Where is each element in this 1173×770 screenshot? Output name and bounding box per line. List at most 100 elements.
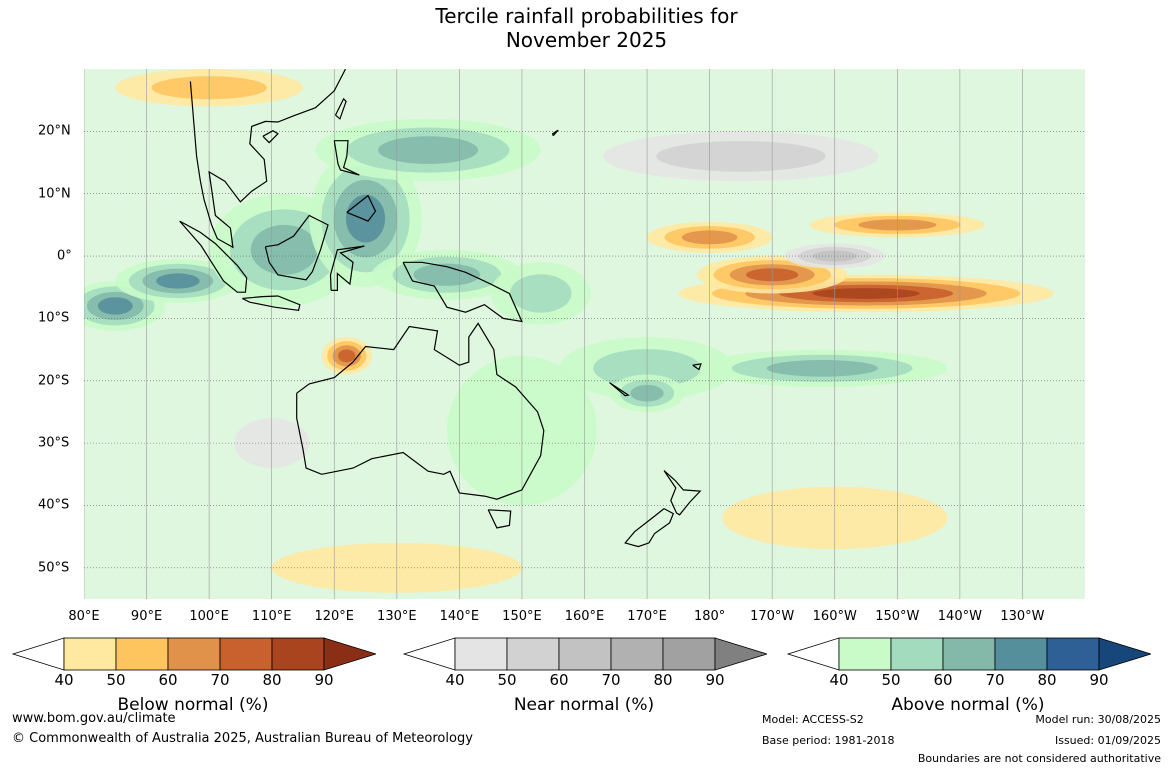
colorbar-tick-label: 70 (210, 671, 230, 689)
longitude-label: 120°E (314, 609, 355, 624)
colorbar-high-extend (1098, 637, 1151, 671)
below-normal-colorbar (12, 637, 376, 671)
above-normal-region (345, 194, 386, 243)
title-line-2: November 2025 (505, 28, 668, 52)
colorbar-high-extend (714, 637, 767, 671)
above-normal-title: Above normal (%) (891, 695, 1045, 715)
longitude-label: 140°E (439, 609, 480, 624)
above-normal-region (250, 224, 318, 275)
colorbar-segment (1046, 637, 1100, 671)
colorbar-segment (63, 637, 117, 671)
tasmania-coastline (487, 509, 512, 529)
rainfall-probability-map (84, 69, 1085, 599)
near-normal-region (656, 140, 826, 172)
colorbar-tick-label: 90 (705, 671, 725, 689)
latitude-label: 0° (57, 248, 72, 264)
below-normal-region (338, 349, 356, 363)
colorbar-tick-label: 50 (881, 671, 901, 689)
title-line-1: Tercile rainfall probabilities for (435, 4, 738, 28)
java-coastline (242, 295, 301, 311)
colorbar-tick-label: 60 (933, 671, 953, 689)
latitude-label: 20°N (38, 123, 71, 139)
map-title: Tercile rainfall probabilities for Novem… (0, 4, 1173, 52)
fiji-coastline (692, 363, 702, 371)
colorbar-tick-label: 40 (445, 671, 465, 689)
hawaii-coastline (551, 129, 559, 137)
base-period: Base period: 1981-2018 (762, 734, 895, 747)
colorbar-tick-label: 60 (158, 671, 178, 689)
colorbar-segment (558, 637, 612, 671)
boundaries-disclaimer: Boundaries are not considered authoritat… (917, 752, 1161, 765)
sulawesi-coastline (329, 245, 365, 291)
above-normal-region (378, 136, 479, 164)
colorbar-tick-label: 50 (106, 671, 126, 689)
colorbar-high-extend (323, 637, 376, 671)
below-normal-region (812, 288, 920, 299)
colorbar-tick-label: 40 (829, 671, 849, 689)
above-normal-region (156, 273, 200, 289)
longitude-label: 150°W (875, 609, 920, 624)
above-normal-region (766, 359, 878, 377)
new-caledonia-coastline (609, 382, 630, 397)
bom-url-link[interactable]: www.bom.gov.au/climate (12, 711, 176, 726)
latitude-label: 20°S (38, 373, 70, 389)
longitude-label: 150°E (502, 609, 542, 624)
indochina-coastline (189, 69, 347, 249)
colorbar-segment (115, 637, 169, 671)
model-name: Model: ACCESS-S2 (762, 713, 864, 726)
colorbar-segment (662, 637, 716, 671)
colorbar-low-extend (403, 637, 456, 671)
above-normal-region (413, 263, 481, 286)
colorbar-low-extend (12, 637, 65, 671)
taiwan-coastline (334, 97, 347, 120)
colorbar-tick-label: 80 (262, 671, 282, 689)
colorbar-segment (890, 637, 944, 671)
near-normal-colorbar (403, 637, 767, 671)
latitude-label: 50°S (38, 560, 70, 576)
above-normal-region (97, 297, 133, 315)
colorbar-segment (219, 637, 273, 671)
colorbar-segment (167, 637, 221, 671)
latitude-label: 30°S (38, 435, 70, 451)
issued-date: Issued: 01/09/2025 (1054, 734, 1161, 747)
philippines-coastline (333, 140, 360, 176)
near-normal-title: Near normal (%) (513, 695, 655, 715)
colorbar-segment (942, 637, 996, 671)
longitude-label: 130°W (1000, 609, 1045, 624)
colorbar-segment (271, 637, 325, 671)
model-run-date: Model run: 30/08/2025 (1035, 713, 1161, 726)
above-normal-region (509, 274, 572, 313)
colorbar-segment (454, 637, 508, 671)
colorbar-tick-label: 90 (1089, 671, 1109, 689)
new-guinea-coastline (402, 261, 523, 323)
longitude-label: 170°E (627, 609, 667, 624)
colorbar-segment (994, 637, 1048, 671)
hainan-coastline (262, 130, 279, 144)
above-normal-colorbar (787, 637, 1151, 671)
new-zealand-south-island (624, 508, 675, 548)
latitude-label: 10°S (38, 310, 70, 326)
mindanao-coastline (346, 194, 377, 222)
longitude-label: 100°E (189, 609, 229, 624)
borneo-coastline (264, 214, 329, 281)
colorbar-tick-label: 80 (1037, 671, 1057, 689)
longitude-label: 80°E (68, 609, 100, 624)
colorbar-segment (506, 637, 560, 671)
colorbar-tick-label: 60 (549, 671, 569, 689)
copyright-notice: © Commonwealth of Australia 2025, Austra… (12, 731, 473, 746)
colorbar-tick-label: 80 (653, 671, 673, 689)
australia-coastline (296, 322, 545, 500)
colorbar-tick-label: 70 (601, 671, 621, 689)
longitude-label: 110°E (251, 609, 292, 624)
longitude-label: 140°W (937, 609, 982, 624)
latitude-label: 10°N (38, 186, 71, 202)
longitude-label: 160°W (812, 609, 857, 624)
below-normal-title: Below normal (%) (117, 695, 269, 715)
longitude-label: 160°E (564, 609, 605, 624)
colorbar-low-extend (787, 637, 840, 671)
colorbar-tick-label: 70 (985, 671, 1005, 689)
colorbar-segment (610, 637, 664, 671)
new-zealand-north-island (663, 470, 702, 516)
longitude-label: 90°E (130, 609, 163, 624)
longitude-label: 170°W (750, 609, 795, 624)
